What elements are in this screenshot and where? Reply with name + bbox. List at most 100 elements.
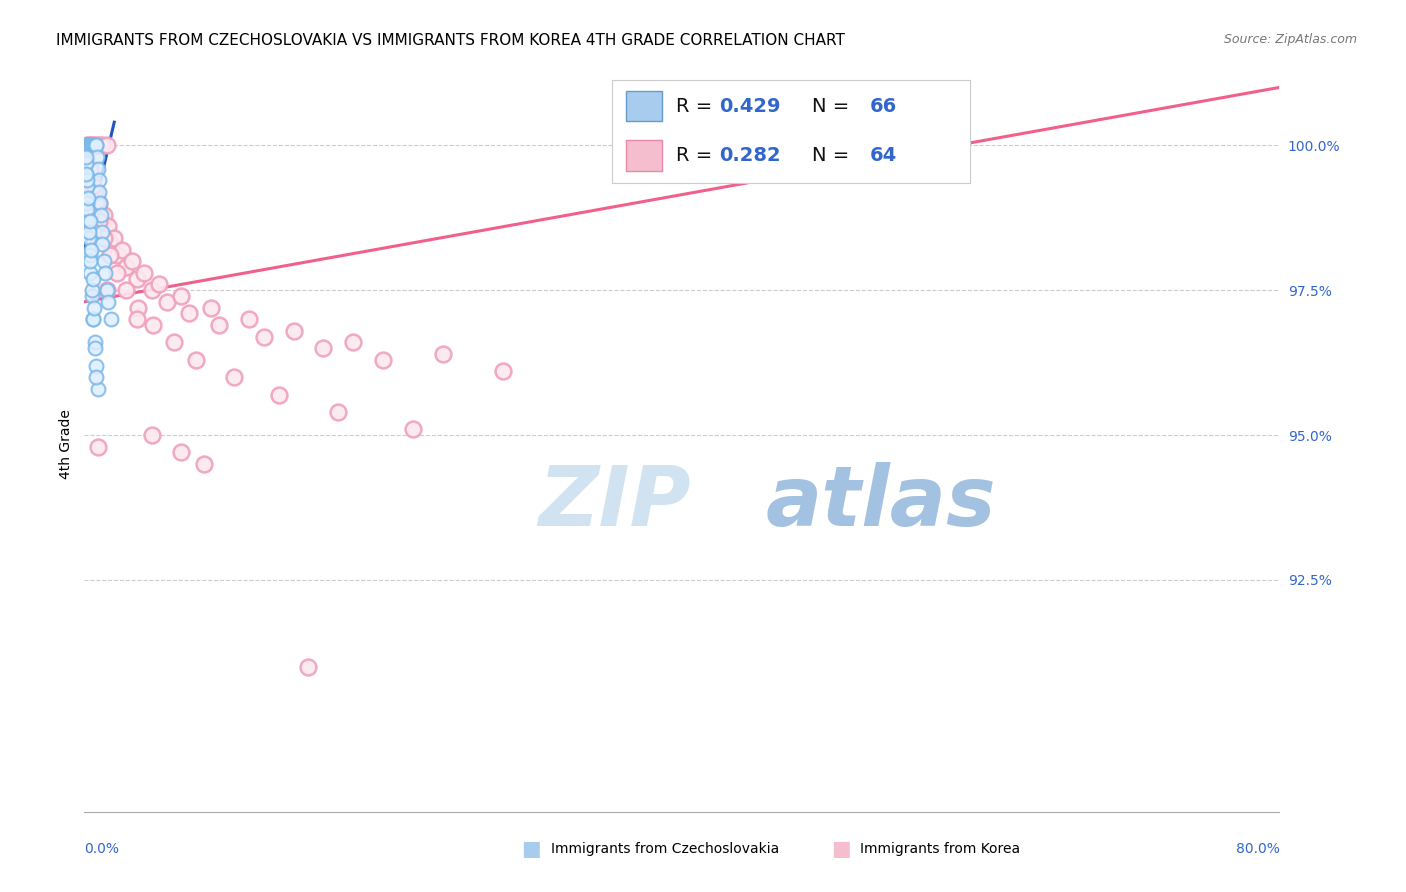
Point [84, 138, 107, 153]
Point [100, 312, 122, 326]
Point [125, 312, 148, 326]
Point [79, 248, 101, 262]
Text: ZIP: ZIP [538, 462, 692, 543]
Point [79, 138, 101, 153]
Text: 0.282: 0.282 [720, 146, 780, 165]
Point [193, 457, 215, 471]
Point [89, 213, 111, 227]
Point [170, 289, 193, 303]
Point [91, 138, 114, 153]
Point [94, 266, 117, 280]
Point [142, 318, 165, 332]
Bar [626, 140, 662, 170]
Point [82, 178, 104, 193]
Point [77, 138, 100, 153]
Point [76, 202, 98, 216]
Point [155, 294, 177, 309]
Point [75, 138, 97, 153]
Point [82, 138, 104, 153]
Point [82, 138, 104, 153]
Point [86, 138, 108, 153]
Point [177, 306, 200, 320]
Point [342, 335, 364, 350]
Point [492, 364, 515, 378]
Point [83, 335, 105, 350]
Point [253, 329, 276, 343]
Point [105, 248, 128, 262]
Point [79, 208, 101, 222]
Point [402, 422, 425, 436]
Point [82, 271, 104, 285]
Point [75, 138, 97, 153]
Point [312, 341, 335, 355]
Text: N =: N = [813, 146, 856, 165]
Point [75, 155, 97, 169]
Point [79, 213, 101, 227]
Point [170, 445, 193, 459]
Point [83, 341, 105, 355]
Point [86, 190, 108, 204]
Point [87, 161, 110, 176]
Text: IMMIGRANTS FROM CZECHOSLOVAKIA VS IMMIGRANTS FROM KOREA 4TH GRADE CORRELATION CH: IMMIGRANTS FROM CZECHOSLOVAKIA VS IMMIGR… [56, 33, 845, 48]
Point [75, 167, 97, 181]
Text: R =: R = [676, 97, 718, 116]
Point [103, 231, 125, 245]
Point [75, 150, 97, 164]
Point [111, 243, 134, 257]
Point [87, 382, 110, 396]
Point [373, 352, 395, 367]
Point [83, 301, 105, 315]
Point [820, 127, 842, 141]
Point [77, 138, 100, 153]
Point [97, 294, 120, 309]
Text: Source: ZipAtlas.com: Source: ZipAtlas.com [1223, 33, 1357, 46]
Point [76, 138, 98, 153]
Point [267, 387, 290, 401]
Point [77, 213, 100, 227]
Point [76, 138, 98, 153]
Point [96, 283, 118, 297]
Point [80, 243, 103, 257]
Point [87, 173, 110, 187]
Point [89, 196, 111, 211]
Point [93, 254, 115, 268]
Text: N =: N = [813, 97, 856, 116]
Point [82, 312, 104, 326]
Point [105, 266, 128, 280]
Text: R =: R = [676, 146, 718, 165]
Point [75, 167, 97, 181]
Point [79, 266, 101, 280]
Point [79, 138, 101, 153]
Point [75, 138, 97, 153]
Point [93, 208, 115, 222]
Point [76, 138, 98, 153]
Point [148, 277, 170, 292]
Point [89, 138, 111, 153]
Point [432, 347, 454, 361]
Text: 0.0%: 0.0% [84, 842, 120, 856]
Point [77, 190, 100, 204]
Point [115, 283, 138, 297]
Point [96, 138, 118, 153]
Point [77, 138, 100, 153]
Point [80, 289, 103, 303]
Point [100, 236, 122, 251]
Text: Immigrants from Korea: Immigrants from Korea [860, 842, 1021, 856]
Point [238, 312, 260, 326]
Bar [626, 91, 662, 121]
Text: 66: 66 [870, 97, 897, 116]
Point [115, 260, 138, 274]
Point [97, 219, 120, 234]
Point [96, 283, 118, 297]
Y-axis label: 4th Grade: 4th Grade [59, 409, 73, 479]
Point [79, 138, 101, 153]
Point [208, 318, 231, 332]
Point [80, 283, 103, 297]
Point [77, 138, 100, 153]
Point [141, 428, 163, 442]
Point [127, 301, 149, 315]
Point [98, 248, 121, 262]
Text: ■: ■ [831, 839, 851, 859]
Point [90, 208, 112, 222]
Point [82, 138, 104, 153]
